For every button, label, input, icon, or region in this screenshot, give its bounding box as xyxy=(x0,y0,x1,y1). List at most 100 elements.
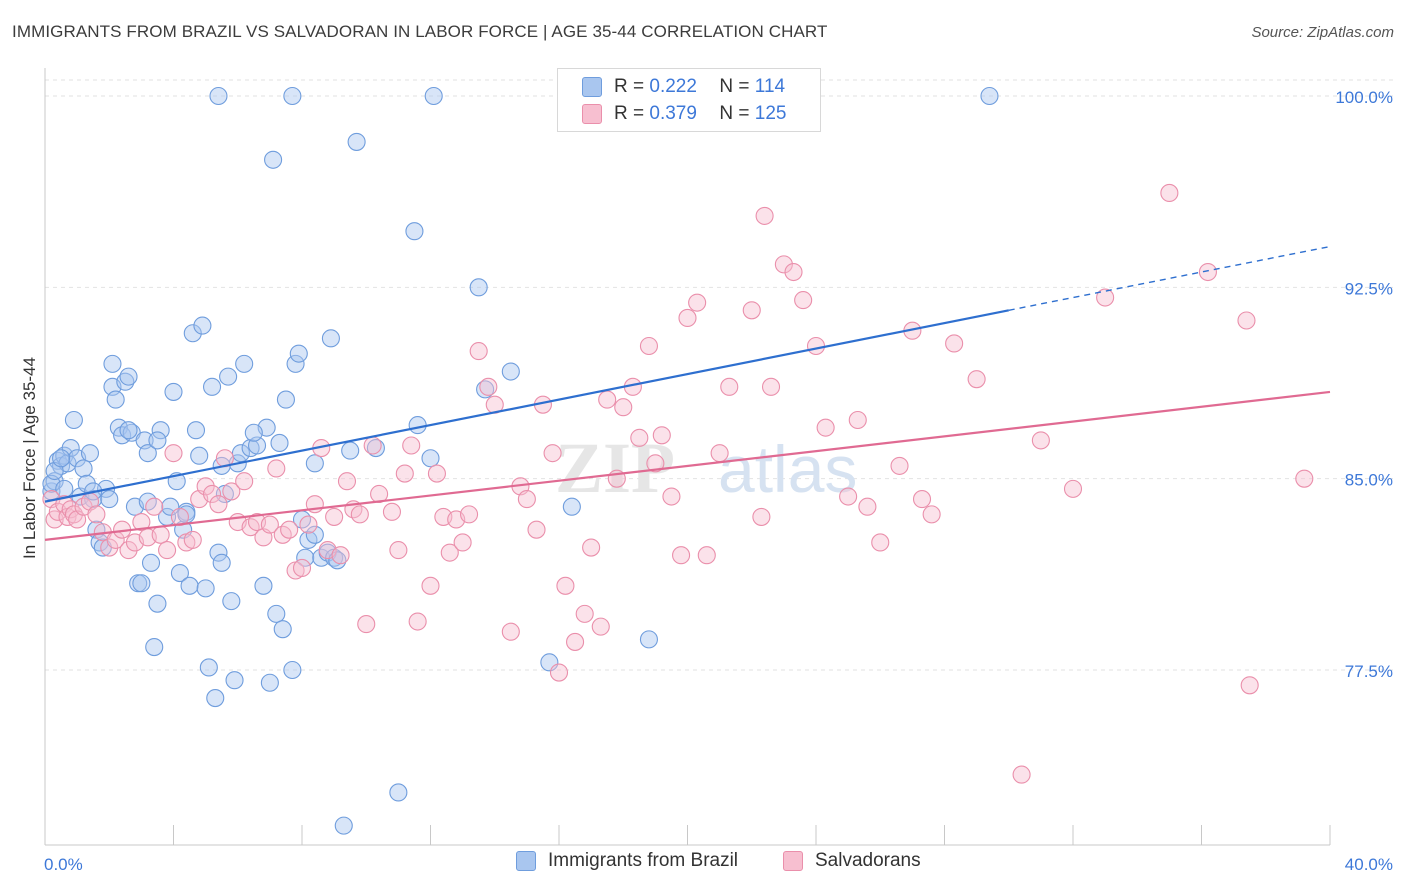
salvadoran-point xyxy=(774,255,793,274)
salvadoran-point xyxy=(164,444,183,463)
brazil-point xyxy=(476,380,495,399)
brazil-point xyxy=(193,316,212,335)
salvadoran-point xyxy=(421,576,440,595)
brazil-point xyxy=(148,431,167,450)
salvadoran-point xyxy=(64,505,83,524)
salvadoran-point xyxy=(945,334,964,353)
salvadoran-point xyxy=(1031,431,1050,450)
brazil-point xyxy=(273,620,292,639)
salvadoran-point xyxy=(151,525,170,544)
salvadoran-point xyxy=(209,495,228,514)
salvadoran-point xyxy=(183,530,202,549)
trend-lines xyxy=(44,245,1331,541)
legend-label-salvadoran: Salvadorans xyxy=(815,850,921,871)
watermark-atlas: atlas xyxy=(718,432,857,506)
salvadoran-point xyxy=(395,464,414,483)
brazil-point xyxy=(183,324,202,343)
salvadoran-point xyxy=(755,206,774,225)
salvadoran-point xyxy=(196,477,215,496)
salvadoran-point xyxy=(614,398,633,417)
brazil-point xyxy=(264,150,283,169)
salvadoran-point xyxy=(720,377,739,396)
brazil-point xyxy=(180,576,199,595)
salvadoran-point xyxy=(784,262,803,282)
salvadoran-point xyxy=(527,520,546,539)
salvadoran-point xyxy=(408,612,427,631)
brazil-point xyxy=(196,579,215,598)
brazil-point xyxy=(116,372,135,391)
brazil-point xyxy=(424,86,443,106)
salvadoran-point xyxy=(1295,469,1314,488)
legend-item-brazil: Immigrants from Brazil xyxy=(516,850,738,872)
salvadoran-point xyxy=(922,505,941,524)
salvadoran-point xyxy=(710,444,729,463)
brazil-point xyxy=(45,472,64,491)
brazil-point xyxy=(267,604,286,623)
salvadoran-point xyxy=(630,428,649,447)
salvadoran-point xyxy=(591,617,610,636)
salvadoran-point xyxy=(292,558,312,578)
brazil-point xyxy=(283,660,302,680)
brazil-point xyxy=(639,630,659,649)
brazil-point xyxy=(276,390,295,409)
r-value-salvadoran: 0.379 xyxy=(649,103,697,124)
brazil-point xyxy=(222,592,241,611)
brazil-point xyxy=(119,421,138,440)
brazil-point xyxy=(52,449,71,468)
n-label: N = xyxy=(719,76,750,97)
brazil-point xyxy=(170,564,189,583)
salvadoran-point xyxy=(967,370,986,389)
legend-swatch-brazil xyxy=(516,851,536,871)
legend-row-brazil: R = 0.222 N = 114 xyxy=(582,75,785,99)
salvadoran-point xyxy=(761,377,781,396)
salvadoran-point xyxy=(453,533,472,552)
salvadoran-point xyxy=(839,487,858,506)
salvadoran-point xyxy=(119,541,138,560)
brazil-point xyxy=(138,444,157,463)
salvadoran-point xyxy=(267,459,286,478)
salvadoran-point xyxy=(299,515,318,534)
brazil-point xyxy=(219,367,238,386)
axes xyxy=(44,68,1331,846)
brazil-point xyxy=(341,441,360,460)
brazil-point xyxy=(305,525,324,544)
brazil-point xyxy=(141,553,161,572)
brazil-point xyxy=(235,354,254,373)
brazil-point xyxy=(186,421,206,440)
salvadoran-point xyxy=(816,418,835,437)
brazil-point xyxy=(212,553,231,572)
brazil-point xyxy=(199,658,218,677)
salvadoran-point xyxy=(363,436,382,455)
salvadoran-point xyxy=(357,615,376,634)
r-label: R = xyxy=(614,76,645,97)
brazil-point xyxy=(64,410,83,430)
brazil-point xyxy=(408,416,427,435)
source-label: Source: ZipAtlas.com xyxy=(1251,24,1394,41)
brazil-point xyxy=(132,574,151,593)
brazil-point xyxy=(100,490,119,509)
brazil-point xyxy=(469,278,488,297)
legend-swatch-salvadoran xyxy=(582,104,602,124)
brazil-point xyxy=(209,86,228,106)
salvadoran-point xyxy=(697,546,716,565)
salvadoran-point xyxy=(235,472,254,491)
legend-label-brazil: Immigrants from Brazil xyxy=(548,850,739,871)
salvadoran-point xyxy=(1160,183,1179,202)
salvadoran-point xyxy=(1063,479,1083,498)
legend-swatch-salvadoran xyxy=(783,851,803,871)
n-value-brazil: 114 xyxy=(754,76,786,97)
salvadoran-point xyxy=(646,454,665,473)
brazil-point xyxy=(206,689,225,708)
salvadoran-point xyxy=(890,456,909,475)
legend-swatch-brazil xyxy=(582,77,602,97)
legend-item-salvadoran: Salvadorans xyxy=(783,850,921,872)
salvadoran-point xyxy=(912,490,932,509)
salvadoran-point xyxy=(1237,311,1256,330)
salvadoran-point xyxy=(145,497,164,516)
chart-title: IMMIGRANTS FROM BRAZIL VS SALVADORAN IN … xyxy=(12,22,828,41)
tick-labels: 77.5% 85.0% 92.5% 100.0% 0.0% 40.0% xyxy=(44,88,1393,874)
salvadoran-point xyxy=(566,632,585,651)
brazil-point xyxy=(562,497,581,516)
brazil-point xyxy=(151,421,170,440)
salvadoran-point xyxy=(469,342,488,361)
